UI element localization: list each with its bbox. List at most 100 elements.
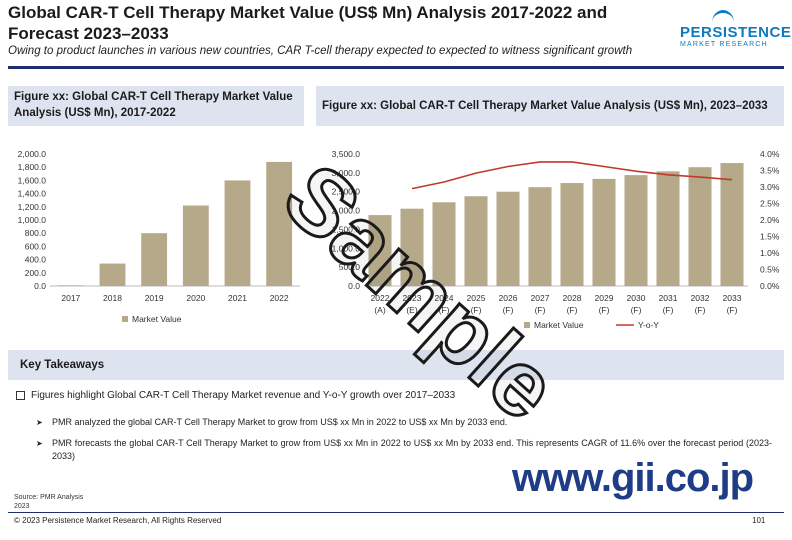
x-tick-label: 2020 bbox=[186, 293, 205, 303]
bar bbox=[57, 285, 84, 286]
y2-tick-label: 1.0% bbox=[760, 248, 780, 258]
legend-label: Y-o-Y bbox=[638, 320, 659, 330]
x-tick-label: 2030 bbox=[627, 293, 646, 303]
sub-bullet-text: PMR analyzed the global CAR-T Cell Thera… bbox=[52, 417, 508, 427]
x-tick-label: 2028 bbox=[563, 293, 582, 303]
x-tick-label: 2033 bbox=[723, 293, 742, 303]
x-tick-sublabel: (F) bbox=[535, 305, 546, 315]
legend-swatch bbox=[524, 322, 530, 328]
left-bar-chart: 0.0 200.0 400.0 600.0 800.0 1,000.0 1,200.0 1,4… bbox=[18, 149, 300, 324]
url-watermark: www.gii.co.jp bbox=[512, 456, 754, 500]
page-subtitle: Owing to product launches in various new… bbox=[8, 45, 633, 57]
header-rule bbox=[8, 66, 784, 69]
x-tick-sublabel: (E) bbox=[406, 305, 418, 315]
legend-label: Market Value bbox=[534, 320, 584, 330]
x-tick-label: 2025 bbox=[467, 293, 486, 303]
bar bbox=[624, 175, 648, 286]
x-tick-label: 2032 bbox=[691, 293, 710, 303]
right-combo-chart: 0.0 500.0 1,000.0 1,500.0 2,000.0 2,500.0 3,00… bbox=[332, 149, 780, 330]
key-takeaways-header: Key Takeaways bbox=[8, 350, 784, 380]
y2-tick-label: 0.5% bbox=[760, 265, 780, 275]
bar bbox=[141, 233, 168, 286]
left-chart-title: Figure xx: Global CAR-T Cell Therapy Mar… bbox=[8, 86, 304, 126]
x-tick-sublabel: (F) bbox=[695, 305, 706, 315]
x-tick-sublabel: (F) bbox=[663, 305, 674, 315]
x-tick-label: 2018 bbox=[103, 293, 122, 303]
legend-label: Market Value bbox=[132, 314, 182, 324]
y-tick-label: 3,000.0 bbox=[332, 168, 361, 178]
y-tick-label: 200.0 bbox=[25, 268, 47, 278]
x-tick-label: 2027 bbox=[531, 293, 550, 303]
yoy-line bbox=[411, 161, 733, 190]
bar bbox=[720, 163, 744, 286]
source-line: Source: PMR Analysis bbox=[14, 494, 84, 501]
x-tick-sublabel: (F) bbox=[599, 305, 610, 315]
x-tick-sublabel: (F) bbox=[631, 305, 642, 315]
bar bbox=[99, 263, 126, 286]
y2-tick-label: 1.5% bbox=[760, 232, 780, 242]
x-tick-label: 2017 bbox=[61, 293, 80, 303]
x-tick-label: 2022 bbox=[371, 293, 390, 303]
arrow-bullet-icon: ➤ bbox=[36, 418, 43, 427]
y-tick-label: 2,000.0 bbox=[332, 206, 361, 216]
x-tick-sublabel: (F) bbox=[567, 305, 578, 315]
logo-tagline: MARKET RESEARCH bbox=[680, 41, 768, 48]
bar bbox=[496, 191, 520, 286]
bar bbox=[432, 202, 456, 286]
bar bbox=[224, 180, 251, 286]
copyright: © 2023 Persistence Market Research, All … bbox=[14, 516, 222, 525]
key-takeaways-title: Key Takeaways bbox=[20, 359, 105, 371]
legend-swatch bbox=[122, 316, 128, 322]
y-tick-label: 2,500.0 bbox=[332, 187, 361, 197]
y-tick-label: 1,800.0 bbox=[18, 162, 47, 172]
source-year: 2023 bbox=[14, 503, 30, 510]
y-tick-label: 1,400.0 bbox=[18, 189, 47, 199]
y2-tick-label: 4.0% bbox=[760, 149, 780, 159]
x-tick-sublabel: (F) bbox=[439, 305, 450, 315]
x-tick-label: 2024 bbox=[435, 293, 454, 303]
arrow-bullet-icon: ➤ bbox=[36, 439, 43, 448]
y-tick-label: 1,000.0 bbox=[332, 243, 361, 253]
x-tick-sublabel: (F) bbox=[727, 305, 738, 315]
bar bbox=[182, 205, 209, 286]
bar bbox=[368, 215, 392, 286]
bar bbox=[266, 161, 293, 286]
bar bbox=[560, 183, 584, 286]
x-tick-label: 2029 bbox=[595, 293, 614, 303]
y-tick-label: 500.0 bbox=[339, 262, 361, 272]
right-chart-title: Figure xx: Global CAR-T Cell Therapy Mar… bbox=[316, 86, 784, 126]
main-bullet: Figures highlight Global CAR-T Cell Ther… bbox=[16, 390, 455, 401]
x-tick-label: 2031 bbox=[659, 293, 678, 303]
y2-tick-label: 0.0% bbox=[760, 281, 780, 291]
x-tick-sublabel: (F) bbox=[471, 305, 482, 315]
y2-tick-label: 2.5% bbox=[760, 199, 780, 209]
sub-bullet: ➤ PMR forecasts the global CAR-T Cell Th… bbox=[36, 437, 772, 463]
sub-bullet: ➤ PMR analyzed the global CAR-T Cell The… bbox=[36, 416, 772, 429]
y-tick-label: 1,500.0 bbox=[332, 224, 361, 234]
x-tick-label: 2026 bbox=[499, 293, 518, 303]
bar bbox=[592, 178, 616, 286]
footer-rule bbox=[8, 512, 784, 513]
y-tick-label: 3,500.0 bbox=[332, 149, 361, 159]
y-tick-label: 1,600.0 bbox=[18, 175, 47, 185]
x-tick-label: 2021 bbox=[228, 293, 247, 303]
main-bullet-text: Figures highlight Global CAR-T Cell Ther… bbox=[31, 390, 456, 401]
y-tick-label: 1,000.0 bbox=[18, 215, 47, 225]
bar bbox=[688, 167, 712, 286]
y-tick-label: 1,200.0 bbox=[18, 202, 47, 212]
y-tick-label: 0.0 bbox=[348, 281, 360, 291]
sub-bullet-text: PMR forecasts the global CAR-T Cell Ther… bbox=[52, 438, 772, 461]
company-logo: PERSISTENCE MARKET RESEARCH bbox=[676, 8, 791, 48]
y-tick-label: 2,000.0 bbox=[18, 149, 47, 159]
logo-wordmark: PERSISTENCE bbox=[680, 24, 792, 41]
x-tick-sublabel: (A) bbox=[374, 305, 386, 315]
bar bbox=[464, 196, 488, 286]
y-tick-label: 800.0 bbox=[25, 228, 47, 238]
x-tick-label: 2023 bbox=[403, 293, 422, 303]
y-tick-label: 400.0 bbox=[25, 255, 47, 265]
logo-arc-icon bbox=[712, 10, 734, 35]
y2-tick-label: 2.0% bbox=[760, 215, 780, 225]
y-tick-label: 0.0 bbox=[34, 281, 46, 291]
y2-tick-label: 3.0% bbox=[760, 182, 780, 192]
y-tick-label: 600.0 bbox=[25, 241, 47, 251]
